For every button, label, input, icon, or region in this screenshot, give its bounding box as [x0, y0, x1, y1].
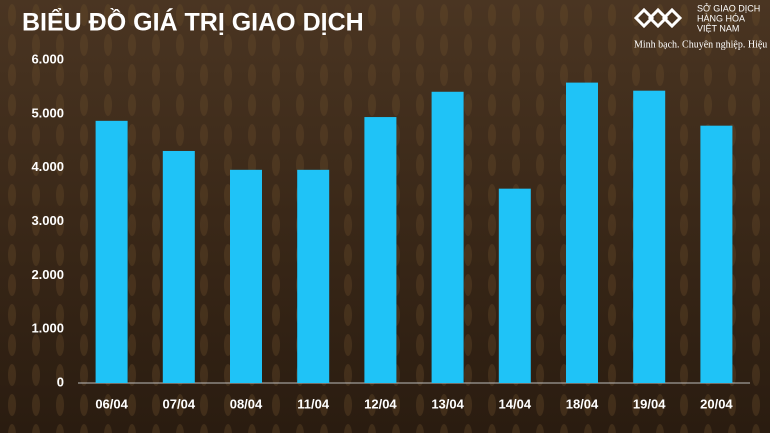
y-tick-label: 5.000 — [31, 105, 64, 120]
x-tick-label: 07/04 — [163, 396, 196, 411]
x-tick-label: 20/04 — [700, 396, 733, 411]
y-tick-label: 6.000 — [31, 51, 64, 66]
bar — [700, 125, 733, 383]
y-tick-label: 3.000 — [31, 213, 64, 228]
x-tick-label: 06/04 — [95, 396, 128, 411]
chart-title: BIỂU ĐỒ GIÁ TRỊ GIAO DỊCH — [22, 7, 364, 37]
bar — [498, 188, 531, 383]
logo-icon — [633, 7, 683, 29]
x-tick-label: 12/04 — [364, 396, 397, 411]
y-tick-label: 0 — [57, 374, 64, 389]
logo-text: VIỆT NAM — [697, 23, 739, 33]
y-tick-label: 2.000 — [31, 267, 64, 282]
y-tick-label: 1.000 — [31, 321, 64, 336]
y-tick-label: 4.000 — [31, 159, 64, 174]
bar — [364, 117, 397, 384]
bar — [162, 150, 195, 383]
logo-text: HÀNG HÓA — [697, 13, 745, 23]
bar — [95, 120, 128, 383]
logo-slogan: Minh bạch. Chuyên nghiệp. Hiệu quả — [634, 39, 770, 50]
bar — [431, 91, 464, 384]
x-tick-label: 08/04 — [230, 396, 263, 411]
x-tick-label: 18/04 — [566, 396, 599, 411]
bar — [230, 169, 262, 383]
x-tick-label: 19/04 — [633, 396, 666, 411]
x-tick-label: 14/04 — [499, 396, 532, 411]
x-tick-label: 13/04 — [431, 396, 464, 411]
bar — [297, 169, 330, 383]
logo-text: SỞ GIAO DỊCH — [697, 2, 760, 13]
bar — [633, 90, 666, 383]
x-tick-label: 11/04 — [297, 396, 330, 411]
bar — [566, 82, 598, 384]
